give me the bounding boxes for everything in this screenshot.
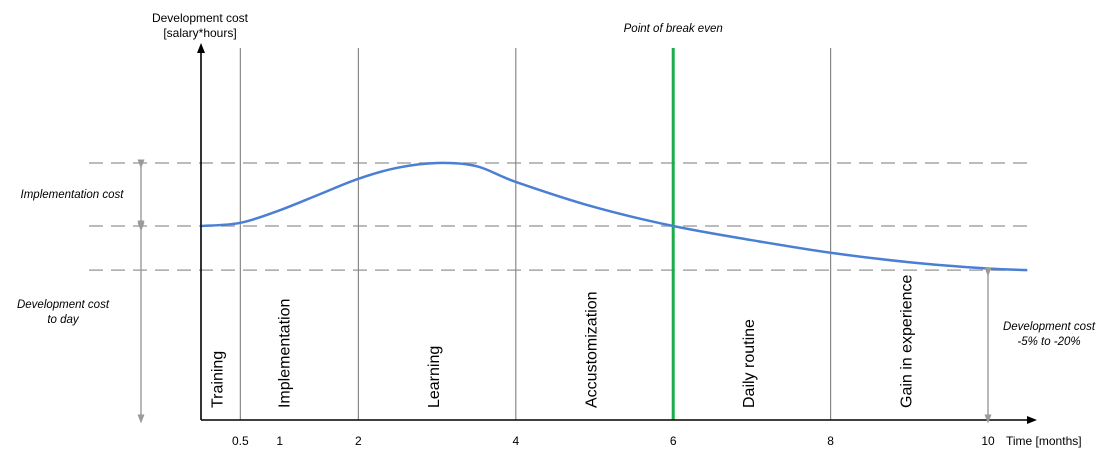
phase-boundary-lines <box>239 48 832 420</box>
break-even-label: Point of break even <box>624 23 723 35</box>
annotation-line: Development cost <box>1003 321 1096 333</box>
y-axis-label-line: Development cost <box>152 11 249 25</box>
annotation-line: Development cost <box>17 299 110 311</box>
y-axis-label-line: [salary*hours] <box>163 26 236 40</box>
phase-label: Learning <box>426 346 443 408</box>
x-tick-label: 6 <box>670 434 677 448</box>
phase-label: Training <box>210 351 227 408</box>
x-axis-label: Time [months] <box>1006 434 1082 448</box>
phase-labels: Training Implementation Learning Accustomiz… <box>210 274 916 408</box>
phase-label: Accustomization <box>584 292 601 409</box>
x-tick-label: 8 <box>827 434 834 448</box>
x-tick-label: 2 <box>355 434 362 448</box>
annotation-impl: Implementation cost <box>21 189 125 201</box>
y-axis-label: Development cost [salary*hours] <box>152 11 249 40</box>
x-tick-label: 0.5 <box>232 434 249 448</box>
annotation-today: Development cost to day <box>17 299 110 326</box>
phase-label: Implementation <box>277 299 294 408</box>
dashed-level-lines <box>89 162 1030 271</box>
phase-label: Gain in experience <box>898 274 915 408</box>
cost-curve-layer <box>200 161 1028 272</box>
phase-label: Daily routine <box>741 319 758 408</box>
x-tick-label: 10 <box>981 434 995 448</box>
measurement-arrows <box>137 159 992 424</box>
x-tick-labels: 0.5 1 2 4 6 8 10 <box>232 434 995 448</box>
x-tick-label: 1 <box>276 434 283 448</box>
annotation-line: -5% to -20% <box>1017 336 1080 348</box>
annotation-line: to day <box>47 314 80 326</box>
annotation-line: Implementation cost <box>21 189 125 201</box>
annotations: Implementation cost Development cost to da… <box>17 189 1096 348</box>
cost-curve <box>200 161 1028 272</box>
x-tick-label: 4 <box>512 434 519 448</box>
annotation-reduce: Development cost -5% to -20% <box>1003 321 1096 348</box>
